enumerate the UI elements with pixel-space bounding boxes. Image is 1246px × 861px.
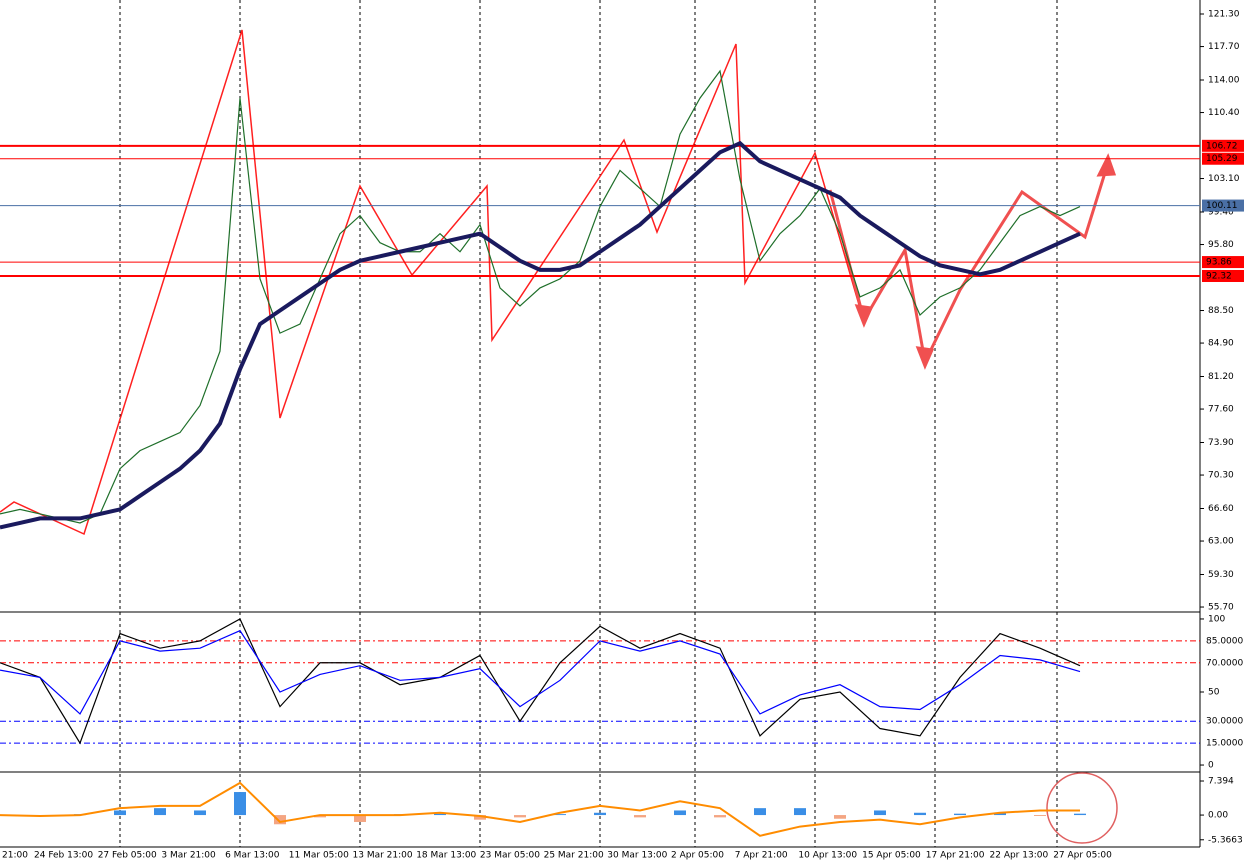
histogram-bar <box>994 812 1006 816</box>
y-tick-label: 7.394 <box>1208 777 1234 787</box>
y-tick-label: 121.30 <box>1208 10 1240 20</box>
series-line <box>0 781 1080 837</box>
level-label: 106.72 <box>1206 141 1238 151</box>
x-tick-label: 6 Mar 13:00 <box>225 851 280 861</box>
histogram-bar <box>114 810 126 816</box>
level-label: 85.0000 <box>1206 636 1243 646</box>
histogram-bar <box>794 808 806 816</box>
histogram-bar <box>594 812 606 816</box>
y-tick-label: 100 <box>1208 614 1225 624</box>
highlight-circle <box>1046 772 1118 844</box>
level-label: 70.0000 <box>1206 658 1243 668</box>
y-tick-label: -5.3663 <box>1208 835 1243 845</box>
y-tick-label: 55.70 <box>1208 603 1234 613</box>
y-tick-label: 77.60 <box>1208 405 1234 415</box>
level-label: 93.86 <box>1206 258 1232 268</box>
level-label: 15.0000 <box>1206 739 1243 749</box>
histogram-bar <box>474 815 486 820</box>
histogram-bar <box>194 810 206 816</box>
y-tick-label: 73.90 <box>1208 438 1234 448</box>
level-label-box <box>1202 656 1244 669</box>
level-label: 100.11 <box>1206 201 1238 211</box>
histogram-bar <box>874 810 886 816</box>
histogram-bar <box>674 810 686 816</box>
histogram-bar <box>274 815 286 825</box>
x-tick-label: 15 Apr 05:00 <box>862 851 921 861</box>
x-tick-label: 25 Mar 21:00 <box>544 851 604 861</box>
level-label-box <box>1202 139 1244 152</box>
level-label-box <box>1202 715 1244 728</box>
histogram-bar <box>554 814 566 816</box>
histogram-bar <box>234 792 246 816</box>
y-tick-label: 70.30 <box>1208 471 1234 481</box>
y-tick-label: 88.50 <box>1208 306 1234 316</box>
level-label-box <box>1202 199 1244 212</box>
zigzag-annotation <box>0 29 865 536</box>
y-tick-label: 0.00 <box>1208 811 1228 821</box>
arrow-annotations <box>828 153 1117 370</box>
histogram-bar <box>634 815 646 818</box>
x-tick-label: 21:00 <box>2 851 28 861</box>
y-tick-label: 103.10 <box>1208 174 1240 184</box>
histogram-bar <box>954 813 966 816</box>
x-tick-label: 23 Mar 05:00 <box>480 851 540 861</box>
level-label-box <box>1202 256 1244 269</box>
histogram-bar <box>834 815 846 819</box>
level-label: 30.0000 <box>1206 717 1243 727</box>
series-line <box>0 618 1081 745</box>
x-tick-label: 11 Mar 05:00 <box>289 851 349 861</box>
y-tick-label: 114.00 <box>1208 76 1240 86</box>
series-line <box>0 140 1081 530</box>
x-tick-label: 3 Mar 21:00 <box>161 851 216 861</box>
x-tick-label: 17 Apr 21:00 <box>926 851 985 861</box>
histogram-bar <box>714 815 726 818</box>
x-tick-label: 22 Apr 13:00 <box>990 851 1049 861</box>
x-tick-label: 27 Apr 05:00 <box>1053 851 1112 861</box>
y-tick-label: 66.60 <box>1208 504 1234 514</box>
x-tick-label: 10 Apr 13:00 <box>798 851 857 861</box>
y-tick-label: 84.90 <box>1208 339 1234 349</box>
y-tick-label: 50 <box>1208 688 1220 698</box>
series-line <box>0 69 1081 524</box>
x-tick-label: 24 Feb 13:00 <box>34 851 93 861</box>
y-tick-label: 95.80 <box>1208 240 1234 250</box>
level-label-box <box>1202 634 1244 647</box>
x-tick-label: 30 Mar 13:00 <box>607 851 667 861</box>
y-tick-label: 0 <box>1208 761 1214 771</box>
y-tick-label: 117.70 <box>1208 42 1240 52</box>
x-tick-label: 18 Mar 13:00 <box>416 851 476 861</box>
x-tick-label: 2 Apr 05:00 <box>671 851 724 861</box>
level-label: 92.32 <box>1206 271 1232 281</box>
histogram-bar <box>1074 813 1086 816</box>
histogram-bar <box>914 812 926 816</box>
y-tick-label: 59.30 <box>1208 570 1234 580</box>
histogram-bar <box>314 815 326 818</box>
histogram-bar <box>154 808 166 816</box>
series-line <box>0 629 1081 715</box>
level-label: 105.29 <box>1206 154 1238 164</box>
histogram-bar <box>754 808 766 816</box>
x-tick-label: 13 Mar 21:00 <box>353 851 413 861</box>
y-tick-label: 81.20 <box>1208 372 1234 382</box>
histogram-bar <box>1034 815 1046 816</box>
level-label-box <box>1202 737 1244 750</box>
y-tick-label: 63.00 <box>1208 537 1234 547</box>
histogram-bar <box>434 813 446 816</box>
y-tick-label: 110.40 <box>1208 108 1240 118</box>
y-tick-label: 99.40 <box>1208 207 1234 217</box>
histogram-bar <box>354 815 366 822</box>
x-tick-label: 27 Feb 05:00 <box>98 851 157 861</box>
histogram-bar <box>514 815 526 818</box>
level-label-box <box>1202 269 1244 282</box>
level-label-box <box>1202 152 1244 165</box>
x-tick-label: 7 Apr 21:00 <box>735 851 788 861</box>
